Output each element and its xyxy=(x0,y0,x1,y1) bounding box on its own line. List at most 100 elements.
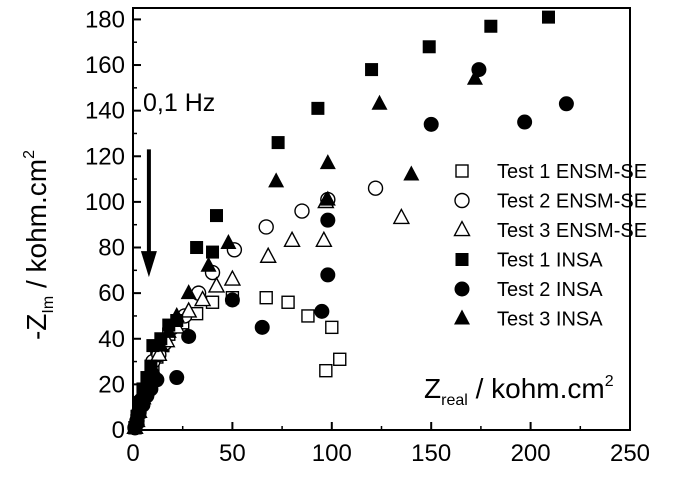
legend-marker xyxy=(453,220,471,237)
data-point xyxy=(558,96,574,112)
data-point xyxy=(209,209,223,223)
x-tick-label: 50 xyxy=(219,440,246,467)
legend-label: Test 1 ENSM-SE xyxy=(497,161,647,183)
data-point xyxy=(301,309,315,323)
annotation: 0,1 Hz xyxy=(140,89,215,278)
legend-marker xyxy=(454,309,470,325)
data-point xyxy=(541,10,555,24)
y-axis-label-sub: Im xyxy=(40,296,57,314)
y-tick-label: 60 xyxy=(98,280,125,307)
series-1 xyxy=(128,290,347,435)
data-point xyxy=(181,328,197,344)
data-point xyxy=(319,190,336,206)
data-point xyxy=(134,382,151,398)
data-point xyxy=(268,172,285,188)
data-point xyxy=(371,94,388,110)
data-point xyxy=(190,241,204,255)
y-tick-label: 120 xyxy=(85,143,125,170)
data-point xyxy=(311,101,325,115)
data-point xyxy=(283,230,301,247)
data-point xyxy=(319,363,333,378)
legend-marker xyxy=(454,192,470,209)
data-point xyxy=(314,303,330,319)
data-point xyxy=(466,69,483,85)
legend-item: Test 1 INSA xyxy=(455,250,603,272)
data-point xyxy=(319,154,336,170)
data-point xyxy=(259,290,273,305)
data-point xyxy=(168,306,185,322)
plot-frame xyxy=(132,7,631,431)
legend-item: Test 3 INSA xyxy=(454,309,603,331)
x-tick-label: 200 xyxy=(511,440,551,467)
y-tick-label: 20 xyxy=(98,371,125,398)
data-point xyxy=(138,370,155,386)
data-point xyxy=(224,292,240,308)
x-tick-label: 250 xyxy=(610,440,650,467)
legend-item: Test 2 INSA xyxy=(454,279,603,301)
data-point xyxy=(281,295,295,309)
legend-marker xyxy=(454,281,470,297)
y-axis-label: -ZIm / kohm.cm2 xyxy=(21,150,57,340)
data-point xyxy=(392,207,411,225)
data-point xyxy=(220,233,237,249)
data-point xyxy=(206,245,220,259)
data-point xyxy=(325,320,339,335)
legend-item: Test 2 ENSM-SE xyxy=(454,191,647,213)
data-point xyxy=(200,256,217,272)
legend-item: Test 3 ENSM-SE xyxy=(453,220,647,242)
x-axis-label-sup: 2 xyxy=(605,373,614,390)
legend-label: Test 3 INSA xyxy=(497,309,603,331)
x-axis-label-main: Z xyxy=(424,373,441,404)
data-points xyxy=(126,10,574,436)
data-point xyxy=(152,336,169,352)
annotation-arrow-head xyxy=(140,251,157,278)
y-axis-label-main: -Z xyxy=(21,314,52,340)
y-tick-label: 160 xyxy=(85,52,125,79)
legend-marker xyxy=(455,253,469,266)
x-tick-label: 150 xyxy=(411,440,451,467)
data-point xyxy=(517,114,533,130)
legend-label: Test 1 INSA xyxy=(497,250,603,272)
data-point xyxy=(365,63,379,77)
legend-label: Test 2 INSA xyxy=(497,279,603,301)
y-axis-label-unit: / kohm.cm xyxy=(21,159,52,296)
x-axis-label-unit: / kohm.cm xyxy=(468,373,605,404)
data-point xyxy=(367,180,384,196)
series-2 xyxy=(127,180,384,436)
data-point xyxy=(144,359,161,375)
data-point xyxy=(207,276,226,293)
data-point xyxy=(179,301,198,318)
data-point xyxy=(422,40,436,54)
y-tick-label: 180 xyxy=(85,6,125,33)
y-tick-label: 80 xyxy=(98,235,125,262)
data-point xyxy=(271,136,285,150)
legend-label: Test 2 ENSM-SE xyxy=(497,191,647,213)
data-point xyxy=(150,344,168,362)
legend: Test 1 ENSM-SE Test 2 ENSM-SE Test 3 ENSM-… xyxy=(453,161,647,331)
data-point xyxy=(180,284,197,300)
x-axis-label-sub: real xyxy=(441,392,468,409)
tick-labels: 0 50 100 150 200 250 0 20 40 60 80 100 120 140 160 180 xyxy=(85,6,650,467)
data-point xyxy=(294,203,310,219)
legend-label: Test 3 ENSM-SE xyxy=(497,220,647,242)
data-point xyxy=(193,290,212,307)
data-point xyxy=(258,219,274,235)
x-tick-label: 0 xyxy=(126,440,139,467)
data-point xyxy=(423,116,439,132)
y-axis-label-sup: 2 xyxy=(21,150,38,159)
data-point xyxy=(259,246,277,263)
data-point xyxy=(223,269,242,286)
data-point xyxy=(484,19,498,33)
legend-marker xyxy=(455,164,469,178)
series-4 xyxy=(128,10,555,435)
data-point xyxy=(315,230,333,247)
x-tick-label: 100 xyxy=(312,440,352,467)
data-point xyxy=(130,398,147,414)
y-tick-label: 140 xyxy=(85,98,125,125)
data-point xyxy=(333,352,347,366)
frequency-annotation: 0,1 Hz xyxy=(143,89,215,117)
y-tick-label: 40 xyxy=(98,326,125,353)
series-6 xyxy=(126,69,483,434)
data-point xyxy=(169,370,185,386)
